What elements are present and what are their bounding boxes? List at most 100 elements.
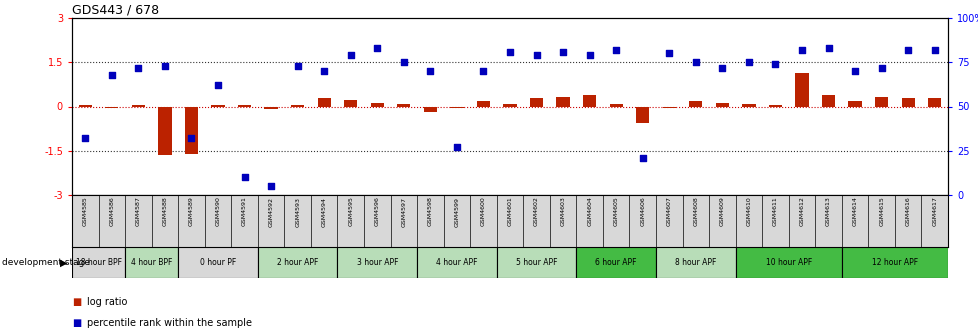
Text: 6 hour APF: 6 hour APF — [595, 258, 637, 267]
Bar — [264, 107, 278, 109]
Point — [342, 52, 358, 58]
Bar — [423, 107, 436, 112]
Text: GSM4609: GSM4609 — [719, 197, 724, 226]
Text: 5 hour APF: 5 hour APF — [515, 258, 556, 267]
Point — [475, 69, 491, 74]
Bar — [874, 97, 887, 107]
Text: GSM4591: GSM4591 — [242, 197, 246, 226]
Point — [237, 175, 252, 180]
Text: GDS443 / 678: GDS443 / 678 — [72, 3, 159, 16]
Bar — [238, 105, 251, 107]
Text: GSM4592: GSM4592 — [268, 197, 273, 226]
Text: GSM4596: GSM4596 — [375, 197, 379, 226]
Point — [156, 63, 172, 69]
Point — [555, 49, 570, 54]
Text: ■: ■ — [72, 318, 81, 328]
Point — [793, 47, 809, 52]
Text: GSM4606: GSM4606 — [640, 197, 645, 226]
Bar — [927, 98, 941, 107]
Text: GSM4597: GSM4597 — [401, 197, 406, 226]
Point — [926, 47, 942, 52]
Text: 0 hour PF: 0 hour PF — [200, 258, 236, 267]
Bar — [715, 103, 729, 107]
Text: GSM4610: GSM4610 — [745, 197, 751, 226]
Text: GSM4589: GSM4589 — [189, 197, 194, 226]
Bar — [609, 104, 622, 107]
Text: development stage: development stage — [2, 258, 90, 267]
Bar — [689, 101, 702, 107]
Point — [210, 83, 226, 88]
Bar — [185, 107, 198, 154]
Point — [289, 63, 305, 69]
Text: GSM4616: GSM4616 — [905, 197, 910, 226]
Point — [316, 69, 332, 74]
Bar — [105, 107, 118, 108]
Bar — [529, 98, 543, 107]
Bar — [178, 247, 257, 278]
Text: GSM4586: GSM4586 — [110, 197, 114, 226]
Bar — [476, 101, 490, 107]
Text: GSM4613: GSM4613 — [825, 197, 830, 226]
Bar — [768, 105, 781, 107]
Bar — [290, 105, 304, 107]
Bar — [741, 104, 755, 107]
Point — [528, 52, 544, 58]
Bar — [901, 98, 913, 107]
Text: GSM4598: GSM4598 — [427, 197, 432, 226]
Bar — [848, 101, 861, 107]
Text: GSM4607: GSM4607 — [666, 197, 671, 226]
Text: 8 hour APF: 8 hour APF — [675, 258, 716, 267]
Bar — [211, 105, 224, 107]
Bar — [556, 97, 569, 107]
Point — [740, 59, 756, 65]
Text: GSM4588: GSM4588 — [162, 197, 167, 226]
Text: ■: ■ — [72, 297, 81, 307]
Point — [395, 59, 411, 65]
Bar — [343, 100, 357, 107]
Bar — [655, 247, 734, 278]
Bar — [450, 107, 463, 108]
Text: GSM4594: GSM4594 — [322, 197, 327, 226]
Bar — [503, 104, 516, 107]
Bar — [337, 247, 417, 278]
Bar — [317, 98, 331, 107]
Text: GSM4617: GSM4617 — [931, 197, 936, 226]
Point — [77, 136, 93, 141]
Bar — [496, 247, 576, 278]
Bar — [72, 247, 125, 278]
Text: 18 hour BPF: 18 hour BPF — [75, 258, 121, 267]
Point — [714, 65, 730, 70]
Text: GSM4603: GSM4603 — [560, 197, 565, 226]
Bar — [583, 95, 596, 107]
Point — [688, 59, 703, 65]
Bar — [636, 107, 648, 123]
Text: GSM4602: GSM4602 — [534, 197, 539, 226]
Text: GSM4605: GSM4605 — [613, 197, 618, 226]
Point — [130, 65, 146, 70]
Point — [263, 183, 279, 189]
Point — [104, 72, 119, 77]
Bar — [158, 107, 171, 155]
Text: ▶: ▶ — [61, 257, 67, 267]
Bar — [794, 73, 808, 107]
Point — [846, 69, 862, 74]
Point — [184, 136, 200, 141]
Text: GSM4604: GSM4604 — [587, 197, 592, 226]
Text: GSM4585: GSM4585 — [83, 197, 88, 226]
Text: GSM4590: GSM4590 — [215, 197, 220, 226]
Text: GSM4608: GSM4608 — [692, 197, 697, 226]
Point — [900, 47, 915, 52]
Bar — [662, 107, 675, 108]
Bar — [417, 247, 496, 278]
Bar — [257, 247, 337, 278]
Bar — [78, 105, 92, 107]
Bar — [132, 105, 145, 107]
Bar — [397, 104, 410, 107]
Point — [661, 51, 677, 56]
Bar — [576, 247, 655, 278]
Text: GSM4599: GSM4599 — [454, 197, 459, 226]
Point — [607, 47, 623, 52]
Point — [635, 155, 650, 161]
Bar — [734, 247, 841, 278]
Text: 10 hour APF: 10 hour APF — [765, 258, 811, 267]
